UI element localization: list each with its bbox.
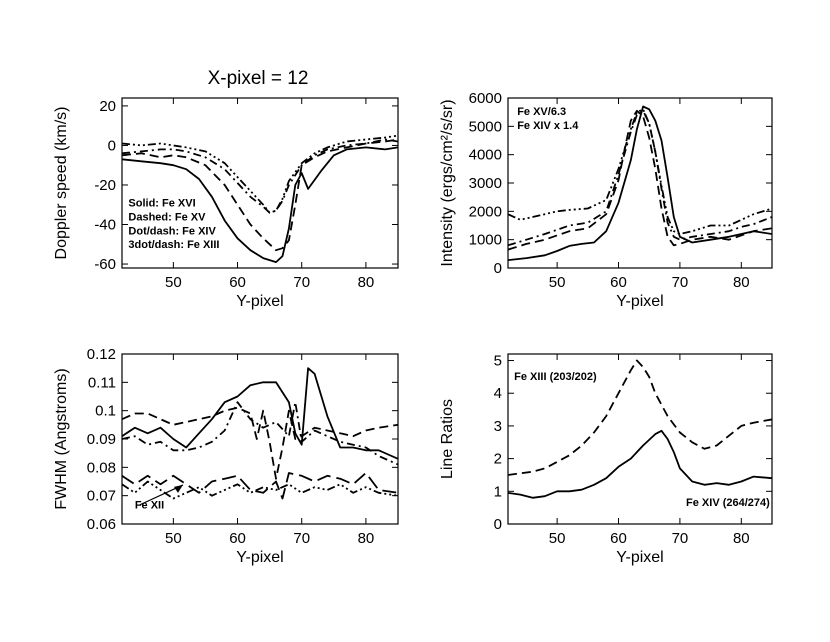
intensity-series-3dotdash [508,108,772,235]
ratios-series-fe-xiv-264-274- [508,429,772,499]
fwhm-xtick-label: 70 [293,530,310,547]
ratios-xlabel: Y-pixel [616,549,663,566]
doppler-xtick-label: 60 [229,274,246,291]
intensity-ytick-label: 2000 [469,203,502,220]
intensity-series-dashed [508,109,772,251]
doppler-panel: 50 60 70 80 20 0 -20 -40 -60 Y-pixel Doppler speed… [53,97,399,310]
fwhm-ytick-label: 0.08 [87,459,116,476]
intensity-xtick-label: 80 [733,274,750,291]
intensity-ytick-label: 3000 [469,175,502,192]
ratios-ytick-label: 4 [494,385,502,402]
fwhm-xlabel: Y-pixel [236,549,283,566]
fwhm-xtick-label: 80 [358,530,375,547]
doppler-ytick-label: -40 [94,217,116,234]
intensity-xtick-label: 50 [549,274,566,291]
page-title: X-pixel = 12 [208,68,309,89]
doppler-annotation: 3dot/dash: Fe XIII [128,239,219,251]
doppler-ytick-label: -20 [94,177,116,194]
ratios-ytick-label: 3 [494,418,502,435]
ratios-annotation: Fe XIV (264/274) [686,497,770,509]
doppler-annotation: Dot/dash: Fe XIV [128,225,216,237]
fwhm-xtick-label: 60 [229,530,246,547]
fwhm-ylabel: FWHM (Angstroms) [53,368,70,509]
fwhm-series-dotdash [122,401,398,466]
fwhm-ytick-label: 0.1 [95,403,116,420]
doppler-annotation: Solid: Fe XVI [128,198,195,210]
doppler-annotation: Dashed: Fe XV [128,212,206,224]
ratios-ytick-label: 1 [494,483,502,500]
doppler-ylabel: Doppler speed (km/s) [53,107,70,260]
fwhm-annotation: Fe XII [135,499,164,511]
fwhm-ytick-label: 0.09 [87,431,116,448]
doppler-ytick-label: 20 [99,98,116,115]
ratios-xtick-label: 70 [672,530,689,547]
intensity-xtick-label: 60 [610,274,627,291]
doppler-xtick-label: 80 [358,274,375,291]
ratios-ytick-label: 0 [494,516,502,533]
intensity-ytick-label: 6000 [469,90,502,107]
fwhm-panel: 50 60 70 80 0.12 0.11 0.1 0.09 0.08 0.07 0.06 Y-pix… [53,346,399,566]
intensity-ytick-label: 0 [494,260,502,277]
fwhm-xtick-label: 50 [165,530,182,547]
ratios-annotation: Fe XIII (203/202) [514,371,597,383]
doppler-ytick-label: 0 [108,137,116,154]
ratios-xtick-label: 80 [733,530,750,547]
fwhm-ytick-label: 0.12 [87,346,116,363]
intensity-series-solid [508,105,772,261]
ratios-xtick-label: 50 [549,530,566,547]
intensity-annotation: Fe XV/6.3 [517,106,566,118]
doppler-series-fe-xv [122,138,398,252]
fwhm-series-long-dash [122,472,398,500]
intensity-ytick-label: 1000 [469,232,502,249]
fwhm-ytick-label: 0.06 [87,516,116,533]
ratios-panel: 50 60 70 80 5 4 3 2 1 0 Y-pixel Line Ratios Fe XIII … [439,353,773,566]
doppler-plot-frame [121,97,399,269]
fe-xii-arrow-head [173,484,183,493]
doppler-ytick-label: -60 [94,256,116,273]
fwhm-ytick-label: 0.07 [87,488,116,505]
fwhm-series-dashed [122,406,398,480]
intensity-xlabel: Y-pixel [616,293,663,310]
ratios-ytick-label: 5 [494,353,502,370]
intensity-ytick-label: 4000 [469,147,502,164]
ratios-series-fe-xiii-203-202- [508,359,772,476]
intensity-series-dotdash [508,109,772,247]
intensity-ylabel: Intensity (ergs/cm²/s/sr) [439,99,456,266]
ratios-ylabel: Line Ratios [439,399,456,479]
fwhm-ytick-label: 0.11 [88,374,116,391]
ratios-ytick-label: 2 [494,451,502,468]
doppler-series-fe-xvi [122,146,398,264]
ratios-xtick-label: 60 [610,530,627,547]
doppler-xlabel: Y-pixel [236,293,283,310]
fwhm-series-3dotdash [122,480,398,500]
doppler-xtick-label: 50 [165,274,182,291]
intensity-ytick-label: 5000 [469,118,502,135]
doppler-xtick-label: 70 [293,274,310,291]
intensity-panel: 50 60 70 80 6000 5000 4000 3000 2000 1000 0 Y-pixel… [439,90,773,310]
doppler-series-fe-xiii [122,134,398,214]
fwhm-series-solid [122,367,398,460]
ratios-plot-frame [507,353,773,525]
intensity-xtick-label: 70 [672,274,689,291]
intensity-annotation: Fe XIV x 1.4 [517,120,579,132]
